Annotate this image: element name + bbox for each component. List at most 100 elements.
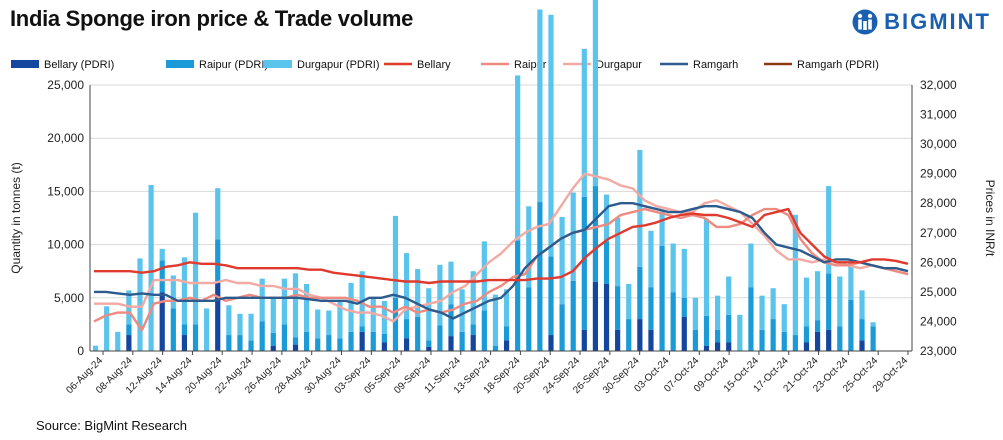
bar-durgapur-pdri bbox=[259, 278, 265, 322]
bar-durgapur-pdri bbox=[270, 298, 276, 333]
bar-raipur-pdri bbox=[637, 266, 643, 320]
bar-bellary-pdri bbox=[826, 329, 832, 351]
bar-bellary-pdri bbox=[637, 319, 643, 351]
bar-durgapur-pdri bbox=[204, 308, 210, 351]
bar-bellary-pdri bbox=[126, 335, 132, 351]
y-left-tick-label: 25,000 bbox=[47, 78, 84, 92]
y-right-tick-label: 28,000 bbox=[920, 196, 957, 210]
bar-durgapur-pdri bbox=[559, 216, 565, 305]
bar-durgapur-pdri bbox=[826, 186, 832, 274]
bar-raipur-pdri bbox=[426, 340, 432, 347]
line-series bbox=[93, 172, 909, 332]
bar-bellary-pdri bbox=[181, 335, 188, 351]
bar-raipur-pdri bbox=[670, 292, 676, 351]
bar-durgapur-pdri bbox=[803, 277, 810, 327]
bar-raipur-pdri bbox=[348, 331, 354, 351]
legend: Bellary (PDRI) Raipur (PDRI) Durgapur (PDR… bbox=[11, 59, 879, 71]
y-right-tick-label: 32,000 bbox=[920, 78, 957, 92]
bar-raipur-pdri bbox=[570, 280, 576, 351]
legend-label: Ramgarh bbox=[693, 59, 738, 71]
bar-bellary-pdri bbox=[426, 346, 432, 351]
bar-durgapur-pdri bbox=[870, 322, 876, 327]
y-left-tick-label: 10,000 bbox=[47, 238, 84, 252]
bar-durgapur-pdri bbox=[104, 306, 110, 351]
bar-bellary-pdri bbox=[681, 316, 687, 351]
bar-raipur-pdri bbox=[837, 326, 843, 351]
bar-durgapur-pdri bbox=[348, 282, 354, 332]
bigmint-logo-icon bbox=[852, 9, 878, 35]
bar-raipur-pdri bbox=[415, 316, 421, 351]
bar-durgapur-pdri bbox=[570, 192, 576, 281]
legend-label: Bellary bbox=[417, 59, 451, 71]
bar-bellary-pdri bbox=[548, 335, 554, 351]
bar-durgapur-pdri bbox=[814, 271, 821, 321]
bar-raipur-pdri bbox=[515, 240, 521, 351]
bar-raipur-pdri bbox=[459, 331, 465, 351]
bar-bellary-pdri bbox=[726, 342, 732, 351]
bar-durgapur-pdri bbox=[515, 75, 521, 241]
bar-durgapur-pdri bbox=[459, 289, 465, 332]
bar-bellary-pdri bbox=[159, 292, 165, 351]
bar-durgapur-pdri bbox=[792, 214, 798, 336]
legend-label: Ramgarh (PDRI) bbox=[797, 59, 879, 71]
bar-durgapur-pdri bbox=[437, 264, 443, 326]
bar-raipur-pdri bbox=[770, 319, 776, 351]
bar-durgapur-pdri bbox=[159, 248, 165, 261]
bar-raipur-pdri bbox=[814, 320, 821, 332]
bar-durgapur-pdri bbox=[359, 271, 365, 327]
bar-raipur-pdri bbox=[159, 260, 165, 293]
y-right-tick-label: 30,000 bbox=[920, 137, 957, 151]
legend-label: Bellary (PDRI) bbox=[44, 59, 114, 71]
bar-bellary-pdri bbox=[359, 331, 365, 351]
legend-label: Durgapur (PDRI) bbox=[297, 59, 380, 71]
y-axis-left-label: Quantity in tonnes (t) bbox=[9, 162, 23, 273]
bar-raipur-pdri bbox=[503, 326, 510, 341]
bar-durgapur-pdri bbox=[703, 219, 710, 316]
bar-durgapur-pdri bbox=[503, 289, 510, 327]
y-right-tick-label: 27,000 bbox=[920, 226, 957, 240]
bar-durgapur-pdri bbox=[326, 310, 332, 336]
y-right-tick-label: 29,000 bbox=[920, 167, 957, 181]
bar-durgapur-pdri bbox=[215, 188, 221, 240]
bar-raipur-pdri bbox=[304, 331, 310, 351]
bar-raipur-pdri bbox=[826, 273, 832, 330]
bar-raipur-pdri bbox=[681, 297, 687, 317]
bar-bellary-pdri bbox=[615, 329, 621, 351]
bar-bellary-pdri bbox=[603, 283, 610, 351]
bar-raipur-pdri bbox=[259, 321, 265, 351]
bar-raipur-pdri bbox=[781, 331, 787, 351]
bar-raipur-pdri bbox=[715, 329, 721, 343]
bar-durgapur-pdri bbox=[304, 283, 310, 332]
bar-raipur-pdri bbox=[381, 333, 387, 343]
bar-raipur-pdri bbox=[603, 241, 610, 284]
y-left-tick-label: 15,000 bbox=[47, 184, 84, 198]
bar-durgapur-pdri bbox=[781, 304, 787, 332]
bar-durgapur-pdri bbox=[603, 194, 610, 242]
bar-durgapur-pdri bbox=[748, 243, 754, 288]
y-axis-left-ticks: 0 5,000 10,000 15,000 20,000 25,000 bbox=[47, 78, 84, 358]
bar-durgapur-pdri bbox=[181, 257, 188, 325]
legend-swatch bbox=[11, 60, 39, 68]
bar-durgapur-pdri bbox=[770, 288, 776, 320]
bar-raipur-pdri bbox=[237, 335, 243, 351]
bar-raipur-pdri bbox=[126, 324, 132, 336]
bar-raipur-pdri bbox=[537, 202, 543, 351]
bar-raipur-pdri bbox=[326, 335, 332, 351]
y-axis-right-ticks: 23,000 24,000 25,000 26,000 27,000 28,000 29,0… bbox=[920, 78, 957, 358]
bar-raipur-pdri bbox=[692, 329, 698, 351]
y-right-tick-label: 25,000 bbox=[920, 285, 957, 299]
y-right-tick-label: 23,000 bbox=[920, 344, 957, 358]
bar-raipur-pdri bbox=[437, 325, 443, 351]
bar-raipur-pdri bbox=[581, 196, 587, 330]
bar-raipur-pdri bbox=[248, 340, 254, 351]
y-axis-right-label: Prices in INR/t bbox=[983, 180, 997, 257]
bar-durgapur-pdri bbox=[370, 297, 376, 332]
bar-durgapur-pdri bbox=[837, 276, 843, 327]
bar-durgapur-pdri bbox=[548, 14, 554, 257]
bar-durgapur-pdri bbox=[659, 211, 665, 246]
chart-title: India Sponge iron price & Trade volume bbox=[10, 6, 414, 31]
bar-durgapur-pdri bbox=[537, 9, 543, 203]
bar-raipur-pdri bbox=[392, 297, 399, 351]
bar-raipur-pdri bbox=[626, 319, 632, 351]
